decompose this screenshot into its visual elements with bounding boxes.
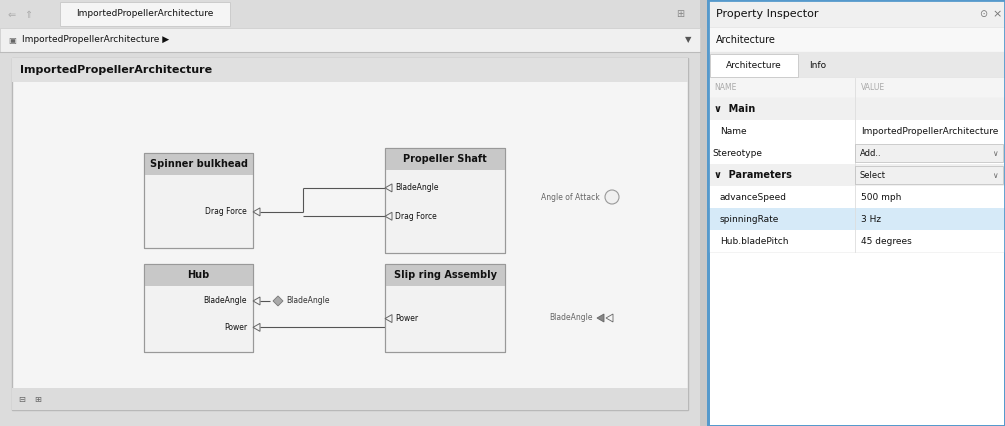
Bar <box>708 28 1005 52</box>
Text: Select: Select <box>860 170 886 179</box>
Polygon shape <box>597 314 604 322</box>
Bar <box>708 0 1005 28</box>
Text: ⊞: ⊞ <box>34 394 41 403</box>
Text: Propeller Shaft: Propeller Shaft <box>403 154 486 164</box>
Text: Stereotype: Stereotype <box>712 149 762 158</box>
Text: ImportedPropellerArchitecture: ImportedPropellerArchitecture <box>861 127 998 135</box>
Text: Architecture: Architecture <box>716 35 776 45</box>
Text: Add..: Add.. <box>860 149 881 158</box>
Bar <box>708 208 1005 230</box>
Text: ImportedPropellerArchitecture: ImportedPropellerArchitecture <box>20 65 212 75</box>
Bar <box>708 164 1005 186</box>
Bar <box>708 52 1005 78</box>
Text: 3 Hz: 3 Hz <box>861 215 881 224</box>
Bar <box>144 153 253 175</box>
Bar <box>708 0 1005 426</box>
Bar <box>855 144 1003 162</box>
Text: ⊟: ⊟ <box>18 394 25 403</box>
Text: Hub.bladePitch: Hub.bladePitch <box>720 236 789 245</box>
Text: ▼: ▼ <box>684 35 691 44</box>
Bar <box>385 148 505 253</box>
Text: Hub: Hub <box>187 270 210 280</box>
Bar <box>708 98 1005 120</box>
Polygon shape <box>273 296 283 306</box>
Bar <box>12 388 688 410</box>
Text: ImportedPropellerArchitecture: ImportedPropellerArchitecture <box>76 9 214 18</box>
Text: Info: Info <box>809 60 826 69</box>
Text: 45 degrees: 45 degrees <box>861 236 912 245</box>
Text: 500 mph: 500 mph <box>861 193 901 201</box>
Bar <box>12 58 688 410</box>
Text: Drag Force: Drag Force <box>205 207 247 216</box>
Text: spinningRate: spinningRate <box>720 215 779 224</box>
Text: Property Inspector: Property Inspector <box>716 9 818 19</box>
Bar <box>708 186 1005 208</box>
Bar <box>708 120 1005 142</box>
Text: ∨  Main: ∨ Main <box>714 104 755 114</box>
Text: ⇐: ⇐ <box>8 10 16 20</box>
Bar <box>385 264 505 352</box>
Text: BladeAngle: BladeAngle <box>395 184 438 193</box>
Bar <box>855 166 1003 184</box>
Bar <box>144 153 253 248</box>
Text: BladeAngle: BladeAngle <box>203 296 247 305</box>
Bar <box>60 2 230 26</box>
Text: NAME: NAME <box>714 83 737 92</box>
Bar <box>708 230 1005 252</box>
Text: Name: Name <box>720 127 747 135</box>
Text: ⊙: ⊙ <box>979 9 987 19</box>
Bar <box>144 264 253 352</box>
Bar <box>708 78 1005 98</box>
Bar <box>0 0 700 28</box>
Text: ⇑: ⇑ <box>24 10 32 20</box>
Text: ∨  Parameters: ∨ Parameters <box>714 170 792 180</box>
Text: Power: Power <box>395 314 418 323</box>
Bar <box>144 264 253 286</box>
Bar <box>12 58 688 82</box>
Bar <box>710 54 798 77</box>
Text: BladeAngle: BladeAngle <box>286 296 330 305</box>
Text: Architecture: Architecture <box>727 60 782 69</box>
Text: ×: × <box>992 9 1002 19</box>
Bar <box>385 264 505 352</box>
Text: VALUE: VALUE <box>861 83 885 92</box>
Bar <box>144 153 253 248</box>
Bar <box>144 264 253 352</box>
Text: Spinner bulkhead: Spinner bulkhead <box>150 159 247 169</box>
Text: Power: Power <box>224 323 247 332</box>
Circle shape <box>605 190 619 204</box>
Bar <box>0 0 700 426</box>
Text: ▣: ▣ <box>8 35 16 44</box>
Text: ∨: ∨ <box>992 170 998 179</box>
Text: ⊞: ⊞ <box>676 9 684 19</box>
Text: ImportedPropellerArchitecture ▶: ImportedPropellerArchitecture ▶ <box>22 35 169 44</box>
Text: BladeAngle: BladeAngle <box>550 314 593 322</box>
Bar <box>708 0 1005 426</box>
Text: ∨: ∨ <box>992 149 998 158</box>
Bar <box>708 142 1005 164</box>
Bar <box>0 28 700 52</box>
Text: Slip ring Assembly: Slip ring Assembly <box>394 270 496 280</box>
Bar <box>385 264 505 286</box>
Bar <box>385 148 505 253</box>
Text: advanceSpeed: advanceSpeed <box>720 193 787 201</box>
Bar <box>385 148 505 170</box>
Text: Angle of Attack: Angle of Attack <box>542 193 600 201</box>
Text: Drag Force: Drag Force <box>395 212 437 221</box>
